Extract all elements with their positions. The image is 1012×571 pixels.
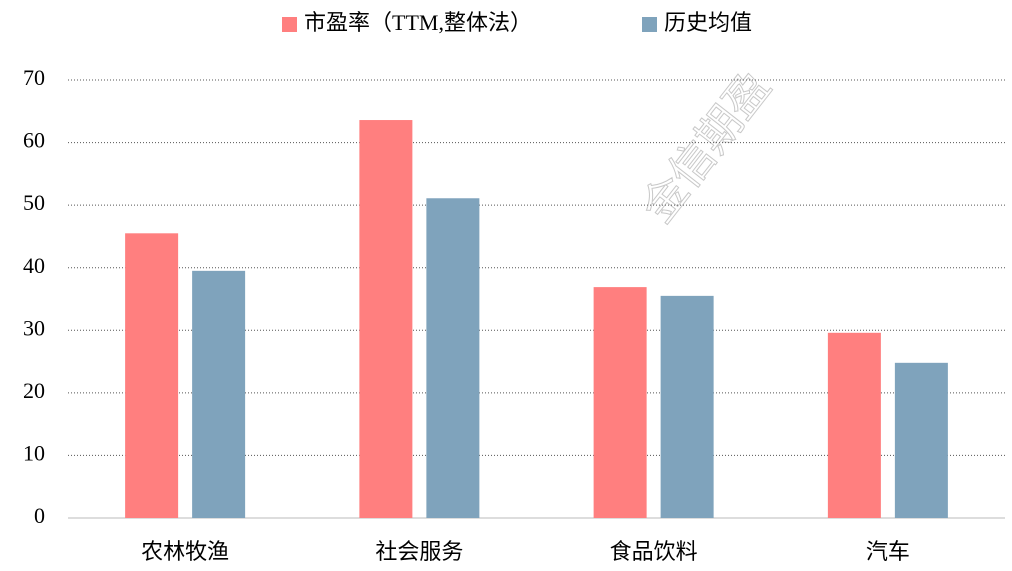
bar — [827, 332, 881, 518]
bar — [192, 270, 246, 518]
bar — [359, 120, 413, 518]
y-tick-label: 10 — [23, 440, 45, 465]
x-tick-label: 食品饮料 — [610, 539, 698, 564]
y-tick-label: 40 — [23, 253, 45, 278]
x-tick-label: 汽车 — [866, 539, 910, 564]
legend-swatch — [642, 17, 657, 32]
bar — [593, 287, 647, 518]
x-tick-label: 农林牧渔 — [141, 539, 229, 564]
y-tick-label: 60 — [23, 128, 45, 153]
x-tick-label: 社会服务 — [375, 539, 463, 564]
bar — [660, 295, 714, 518]
y-tick-label: 20 — [23, 378, 45, 403]
y-tick-label: 50 — [23, 190, 45, 215]
bar — [125, 233, 179, 519]
bar — [426, 198, 480, 518]
y-tick-label: 70 — [23, 65, 45, 90]
legend-label: 历史均值 — [664, 10, 752, 35]
y-tick-label: 0 — [34, 503, 45, 528]
legend-swatch — [282, 17, 297, 32]
watermark: 金信期盈 — [633, 63, 780, 232]
y-tick-label: 30 — [23, 315, 45, 340]
bar — [894, 362, 948, 518]
legend-label: 市盈率（TTM,整体法） — [304, 10, 532, 35]
